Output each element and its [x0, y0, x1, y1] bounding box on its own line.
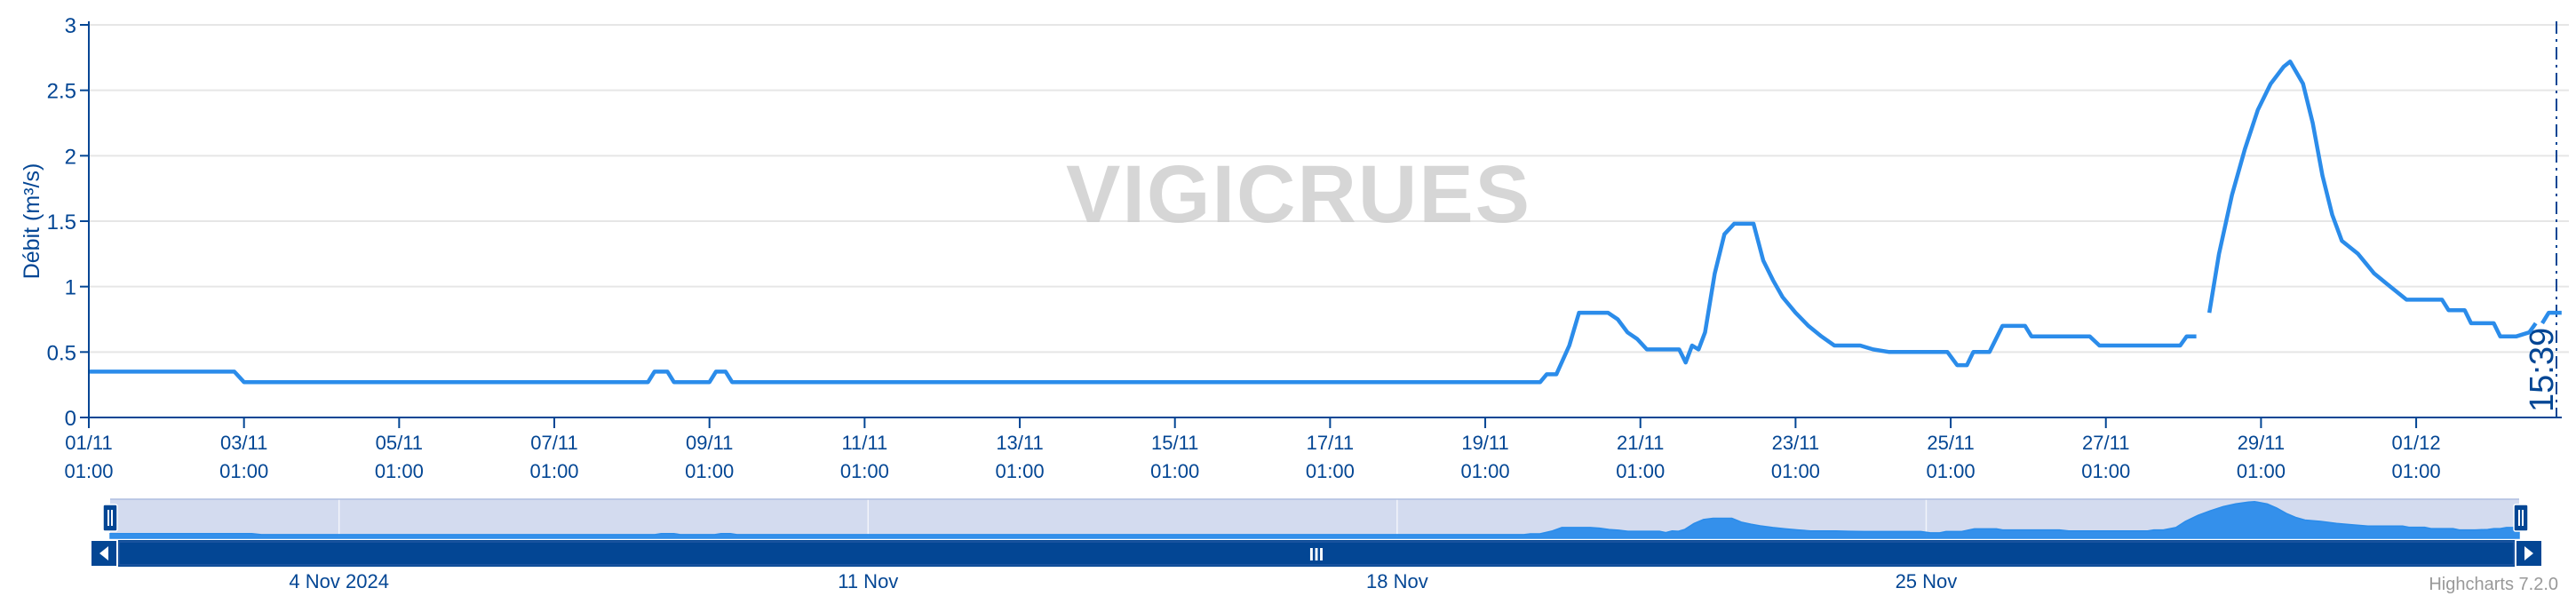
x-tick-label-time: 01:00	[1461, 460, 1510, 482]
navigator-area	[109, 500, 2520, 539]
navigator-date-label: 18 Nov	[1366, 570, 1428, 592]
y-tick-label: 1	[65, 276, 76, 300]
y-tick-label: 0	[65, 407, 76, 431]
navigator-date-label: 4 Nov 2024	[289, 570, 389, 592]
navigator-left-handle[interactable]	[102, 504, 118, 532]
x-tick-label-time: 01:00	[996, 460, 1045, 482]
flow-series[interactable]	[89, 60, 2562, 385]
navigator-date-label: 11 Nov	[838, 570, 898, 592]
x-tick-label-date: 07/11	[530, 432, 577, 454]
x-tick-label-time: 01:00	[2081, 460, 2130, 482]
scrollbar-grip: III	[1309, 545, 1324, 565]
x-tick-label-date: 13/11	[996, 432, 1043, 454]
scrollbar-thumb[interactable]: III	[118, 541, 2515, 566]
x-tick-label-date: 19/11	[1461, 432, 1508, 454]
x-tick-label-time: 01:00	[529, 460, 578, 482]
x-tick-label-date: 17/11	[1307, 432, 1354, 454]
x-tick-label-date: 11/11	[841, 432, 887, 454]
x-tick-label-time: 01:00	[1306, 460, 1355, 482]
y-axis-title: Débit (m³/s)	[20, 163, 44, 280]
navigator-date-label: 25 Nov	[1896, 570, 1958, 592]
x-tick-label-date: 01/12	[2392, 432, 2441, 454]
x-tick-label-time: 01:00	[1150, 460, 1199, 482]
x-tick-label-date: 15/11	[1151, 432, 1198, 454]
x-tick-label-time: 01:00	[64, 460, 113, 482]
x-tick-label-date: 05/11	[376, 432, 423, 454]
navigator[interactable]: III 4 Nov 2024 11 Nov 18 Nov 25 Nov	[90, 498, 2543, 592]
x-tick-label-date: 25/11	[1927, 432, 1974, 454]
x-tick-label-time: 01:00	[219, 460, 268, 482]
series-line-segment[interactable]	[89, 221, 2197, 385]
y-gridlines	[89, 24, 2569, 354]
y-tick-label: 2	[65, 145, 76, 169]
watermark-text: VIGICRUES	[1066, 149, 1531, 240]
x-tick-label-time: 01:00	[1771, 460, 1820, 482]
x-tick-label-date: 01/11	[65, 432, 112, 454]
x-tick-label-date: 03/11	[220, 432, 267, 454]
x-tick-label-date: 23/11	[1772, 432, 1819, 454]
x-tick-label-date: 29/11	[2238, 432, 2285, 454]
credits-text[interactable]: Highcharts 7.2.0	[2429, 575, 2558, 594]
x-tick-label-time: 01:00	[375, 460, 424, 482]
x-tick-label-time: 01:00	[1927, 460, 1976, 482]
y-tick-label: 1.5	[47, 211, 76, 234]
scrollbar-right-arrow[interactable]	[2515, 539, 2543, 568]
x-tick-label-date: 27/11	[2082, 432, 2129, 454]
y-tick-label: 2.5	[47, 80, 76, 104]
scrollbar-left-arrow[interactable]	[90, 539, 118, 568]
x-tick-label-time: 01:00	[840, 460, 889, 482]
navigator-right-handle[interactable]	[2513, 504, 2529, 532]
series-line-segment[interactable]	[2540, 310, 2562, 325]
x-tick-label-time: 01:00	[1616, 460, 1665, 482]
current-time-label: 15:39	[2524, 328, 2561, 412]
x-tick-label-date: 21/11	[1617, 432, 1664, 454]
x-tick-label-time: 01:00	[685, 460, 734, 482]
series-line-segment[interactable]	[2206, 60, 2538, 338]
x-tick-label-time: 01:00	[2237, 460, 2286, 482]
watermark: VIGICRUES	[1066, 149, 1531, 240]
y-tick-label: 0.5	[47, 341, 76, 365]
y-tick-label: 3	[65, 14, 76, 38]
axes: 0 0.5 1 1.5 2 2.5 3 Débit (m³/s) 01/11 01:00 03/11…	[20, 14, 2562, 482]
x-tick-label-time: 01:00	[2392, 460, 2441, 482]
x-tick-label-date: 09/11	[686, 432, 733, 454]
current-time-marker: 15:39	[2524, 21, 2561, 417]
